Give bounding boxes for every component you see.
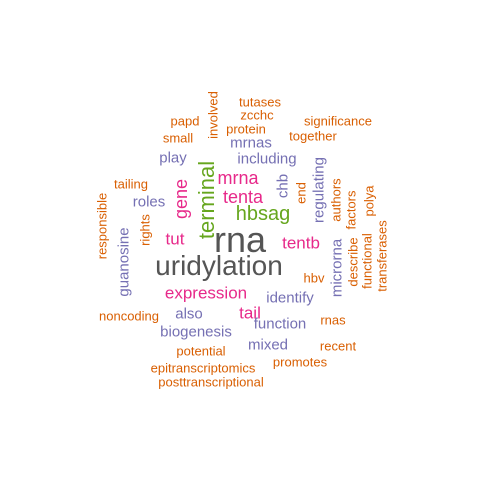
word-gene: gene xyxy=(171,178,191,220)
word-factors: factors xyxy=(343,190,359,230)
word-functional: functional xyxy=(359,233,375,289)
word-tentb: tentb xyxy=(282,233,320,253)
word-tenta: tenta xyxy=(222,187,264,207)
word-also: also xyxy=(175,305,203,323)
word-rna: rna xyxy=(213,219,267,260)
word-zcchc: zcchc xyxy=(240,107,274,123)
word-potential: potential xyxy=(176,343,226,359)
word-mrnas: mrnas xyxy=(230,134,272,152)
word-mrna: mrna xyxy=(217,168,259,188)
word-small: small xyxy=(162,130,194,146)
word-rnas: rnas xyxy=(320,312,346,328)
word-tut: tut xyxy=(165,229,185,249)
word-significance: significance xyxy=(304,113,372,129)
word-expression: expression xyxy=(164,283,248,303)
word-tailing: tailing xyxy=(114,176,148,192)
word-end: end xyxy=(293,182,309,204)
word-guanosine: guanosine xyxy=(115,227,133,297)
word-describe: describe xyxy=(345,237,361,287)
word-tail: tail xyxy=(239,303,261,323)
word-roles: roles xyxy=(132,193,166,211)
word-regulating: regulating xyxy=(310,157,328,223)
word-rights: rights xyxy=(137,214,153,246)
word-mixed: mixed xyxy=(247,336,289,354)
word-epitranscriptomics: epitranscriptomics xyxy=(150,360,256,376)
word-play: play xyxy=(159,149,187,167)
word-responsible: responsible xyxy=(94,192,110,260)
word-function: function xyxy=(253,315,307,333)
word-protein: protein xyxy=(226,121,266,137)
word-polya: polya xyxy=(361,185,377,217)
word-noncoding: noncoding xyxy=(99,308,159,324)
word-biogenesis: biogenesis xyxy=(160,323,232,341)
word-involved: involved xyxy=(205,91,221,139)
word-including: including xyxy=(237,150,297,168)
word-hbsag: hbsag xyxy=(235,203,291,225)
word-tutases: tutases xyxy=(239,94,281,110)
word-together: together xyxy=(289,128,337,144)
word-uridylation: uridylation xyxy=(155,250,283,281)
word-terminal: terminal xyxy=(194,160,219,240)
word-authors: authors xyxy=(328,178,344,222)
word-posttranscriptional: posttranscriptional xyxy=(158,374,264,390)
word-promotes: promotes xyxy=(272,354,328,370)
word-chb: chb xyxy=(274,173,292,199)
word-microrna: microrna xyxy=(328,238,346,298)
word-papd: papd xyxy=(170,113,200,129)
word-identify: identify xyxy=(266,289,314,307)
word-recent: recent xyxy=(319,338,357,354)
word-transferases: transferases xyxy=(374,220,390,292)
word-hbv: hbv xyxy=(303,270,325,286)
